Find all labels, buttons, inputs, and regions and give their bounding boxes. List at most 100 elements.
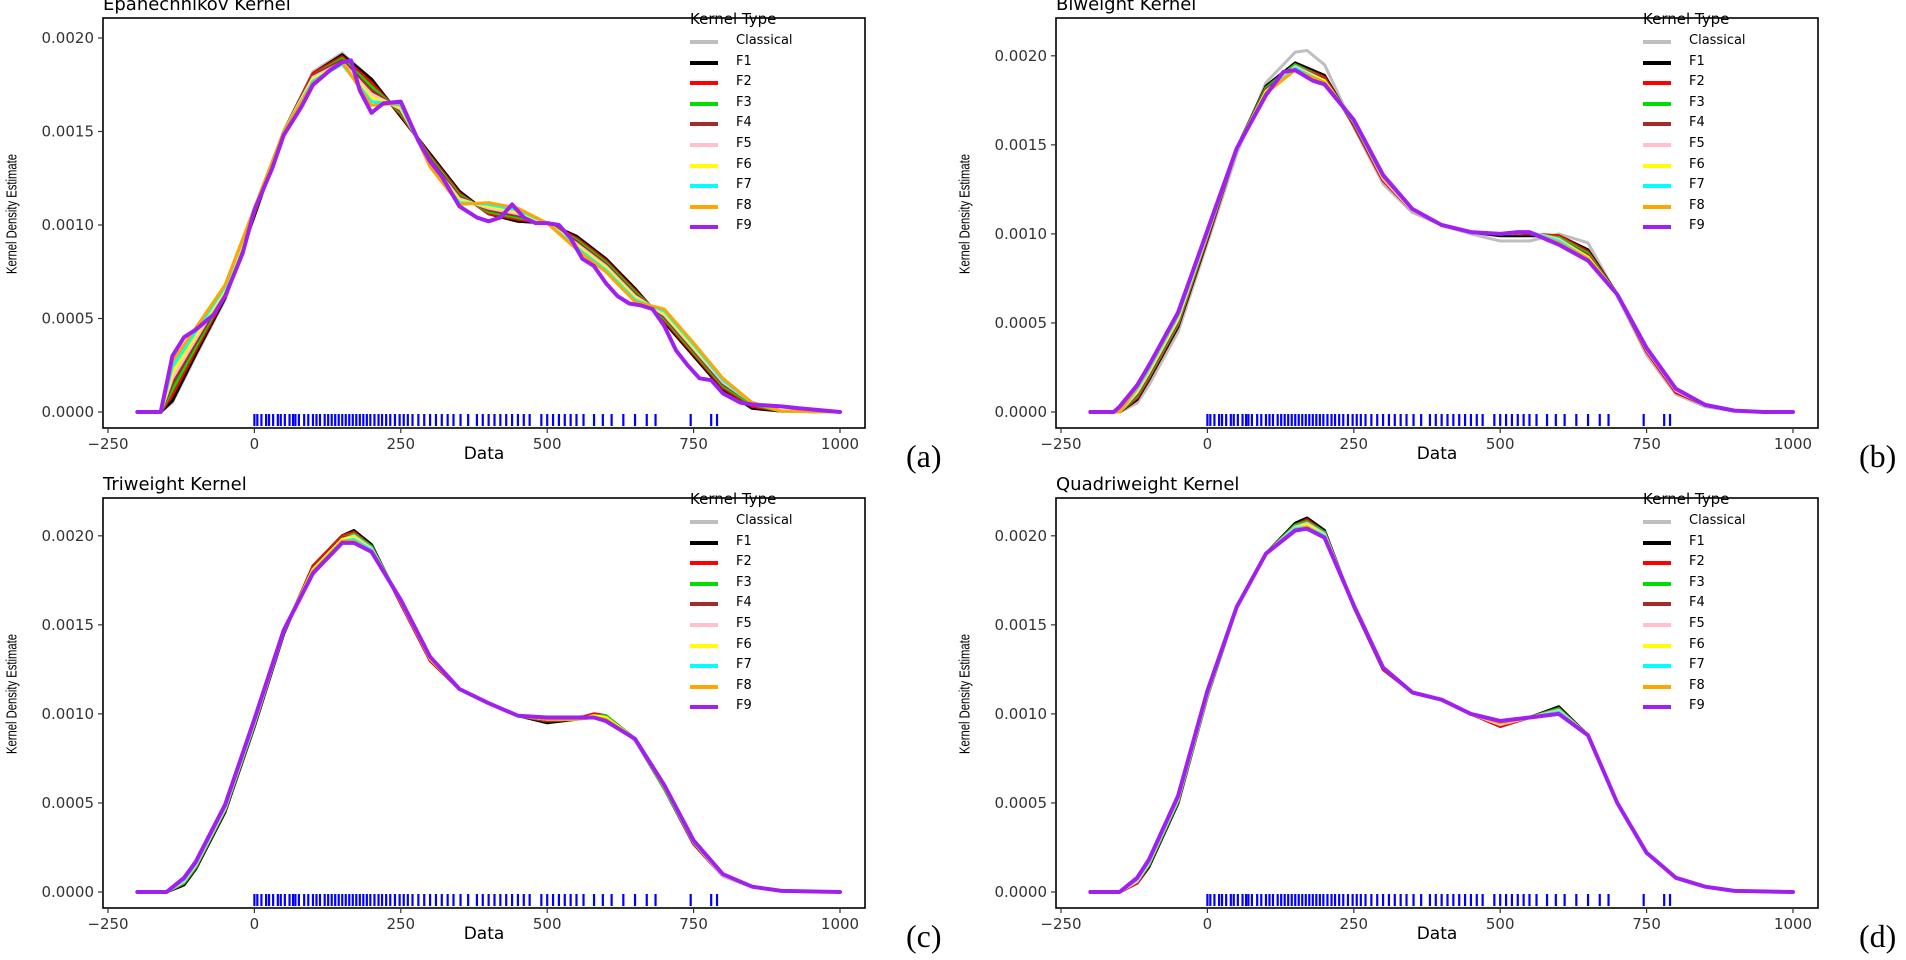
legend-item-label: F9 bbox=[1689, 698, 1705, 714]
legend-item: F8 bbox=[1643, 197, 1783, 218]
legend-key-swatch bbox=[1643, 163, 1671, 168]
x-axis-label: Data bbox=[463, 924, 505, 944]
chart-panel: −250 0 250 500 750 1000 0.0000 0.0005 0.0010 0.00… bbox=[953, 474, 1906, 960]
legend-key-swatch bbox=[690, 561, 718, 566]
legend-item: F6 bbox=[690, 156, 830, 177]
y-tick-label: 0.0005 bbox=[42, 310, 95, 328]
plot-frame bbox=[102, 17, 866, 429]
legend-item: F4 bbox=[1643, 594, 1783, 615]
legend-item-label: F2 bbox=[736, 554, 752, 570]
legend-item: F2 bbox=[1643, 73, 1783, 94]
x-tick-label: 1000 bbox=[821, 435, 859, 453]
series-line-f9 bbox=[1088, 68, 1795, 414]
legend-item: F8 bbox=[690, 197, 830, 218]
legend-title: Kernel Type bbox=[1643, 10, 1730, 28]
legend-item: F9 bbox=[690, 217, 830, 238]
y-tick-label: 0.0010 bbox=[42, 216, 95, 234]
legend-item: F6 bbox=[1643, 156, 1783, 177]
legend-item: F2 bbox=[1643, 553, 1783, 574]
x-tick-label: 0 bbox=[1203, 435, 1213, 453]
legend: Classical F1 F2 F3 F4 F5 F6 F7 F8 F9 bbox=[1643, 512, 1783, 718]
legend-item-label: F1 bbox=[1689, 53, 1705, 69]
y-tick-label: 0.0000 bbox=[42, 883, 95, 901]
legend-item-label: F9 bbox=[1689, 218, 1705, 234]
legend-item-label: F1 bbox=[736, 53, 752, 69]
legend-key-swatch bbox=[690, 163, 718, 168]
legend-key-swatch bbox=[1643, 204, 1671, 209]
legend-key-swatch bbox=[690, 622, 718, 627]
x-tick-label: 1000 bbox=[1774, 915, 1812, 933]
legend-item: F6 bbox=[1643, 636, 1783, 657]
legend-item-label: F7 bbox=[736, 657, 752, 673]
chart-panel: −250 0 250 500 750 1000 0.0000 0.0005 0.0010 0.00… bbox=[0, 0, 953, 480]
legend-item-label: F7 bbox=[736, 177, 752, 193]
legend-key-swatch bbox=[690, 60, 718, 65]
legend-item-label: F8 bbox=[1689, 677, 1705, 693]
chart-title: Quadriweight Kernel bbox=[1056, 474, 1240, 495]
x-axis-label: Data bbox=[1416, 924, 1458, 944]
x-tick-label: −250 bbox=[87, 915, 128, 933]
legend-key-swatch bbox=[690, 602, 718, 607]
legend-item-label: Classical bbox=[1689, 33, 1746, 48]
series-line-f9 bbox=[135, 540, 842, 894]
legend-title: Kernel Type bbox=[1643, 490, 1730, 508]
legend-item: F1 bbox=[1643, 533, 1783, 554]
legend-item: F4 bbox=[690, 594, 830, 615]
legend-item-label: F2 bbox=[1689, 74, 1705, 90]
legend-key-swatch bbox=[1643, 101, 1671, 106]
legend-key-swatch bbox=[1643, 81, 1671, 86]
x-tick-label: 500 bbox=[533, 915, 562, 933]
y-axis-label: Kernel Density Estimate bbox=[3, 153, 21, 275]
y-tick-label: 0.0015 bbox=[42, 123, 95, 141]
legend-key-swatch bbox=[1643, 142, 1671, 147]
legend-item: F5 bbox=[1643, 135, 1783, 156]
legend-item: F8 bbox=[1643, 677, 1783, 698]
y-tick-label: 0.0020 bbox=[42, 29, 95, 47]
legend: Classical F1 F2 F3 F4 F5 F6 F7 F8 F9 bbox=[690, 512, 830, 718]
legend-item: F2 bbox=[690, 553, 830, 574]
legend-item: F7 bbox=[690, 656, 830, 677]
legend: Classical F1 F2 F3 F4 F5 F6 F7 F8 F9 bbox=[1643, 32, 1783, 238]
legend-item: Classical bbox=[690, 512, 830, 533]
x-tick-label: 0 bbox=[250, 435, 260, 453]
legend-key-swatch bbox=[1643, 664, 1671, 669]
legend-item-label: F3 bbox=[1689, 94, 1705, 110]
legend-item: Classical bbox=[1643, 32, 1783, 53]
y-tick-label: 0.0005 bbox=[995, 794, 1048, 812]
legend-item-label: F4 bbox=[1689, 115, 1705, 131]
y-tick-label: 0.0000 bbox=[995, 883, 1048, 901]
y-tick-label: 0.0015 bbox=[995, 136, 1048, 154]
legend-title: Kernel Type bbox=[690, 490, 777, 508]
legend-item: F9 bbox=[690, 697, 830, 718]
legend-item-label: F8 bbox=[736, 197, 752, 213]
legend-key-swatch bbox=[690, 204, 718, 209]
x-axis-label: Data bbox=[463, 444, 505, 464]
legend-item-label: F1 bbox=[1689, 533, 1705, 549]
x-tick-label: 1000 bbox=[1774, 435, 1812, 453]
legend-item: F7 bbox=[1643, 176, 1783, 197]
legend-key-swatch bbox=[1643, 684, 1671, 689]
legend-key-swatch bbox=[1643, 225, 1671, 230]
y-tick-label: 0.0010 bbox=[995, 705, 1048, 723]
legend-item: F3 bbox=[1643, 574, 1783, 595]
panel-label: (d) bbox=[1859, 918, 1897, 954]
panel-label: (b) bbox=[1859, 438, 1897, 474]
legend-item-label: F5 bbox=[736, 615, 752, 631]
y-axis-label: Kernel Density Estimate bbox=[956, 153, 974, 275]
legend: Classical F1 F2 F3 F4 F5 F6 F7 F8 F9 bbox=[690, 32, 830, 238]
y-tick-label: 0.0000 bbox=[995, 403, 1048, 421]
legend-item-label: F6 bbox=[736, 156, 752, 172]
legend-key-swatch bbox=[690, 225, 718, 230]
legend-item-label: F2 bbox=[1689, 554, 1705, 570]
legend-item-label: F5 bbox=[736, 135, 752, 151]
legend-item-label: Classical bbox=[736, 33, 793, 48]
legend-key-swatch bbox=[1643, 622, 1671, 627]
chart-svg: −250 0 250 500 750 1000 0.0000 0.0005 0.0010 0.00… bbox=[42, 17, 866, 453]
legend-item: F8 bbox=[690, 677, 830, 698]
legend-key-swatch bbox=[690, 142, 718, 147]
chart-title: Triweight Kernel bbox=[103, 474, 247, 495]
legend-item-label: F5 bbox=[1689, 615, 1705, 631]
legend-key-swatch bbox=[690, 643, 718, 648]
chart-title: Epanechnikov Kernel bbox=[103, 0, 291, 15]
x-tick-label: 750 bbox=[679, 435, 708, 453]
